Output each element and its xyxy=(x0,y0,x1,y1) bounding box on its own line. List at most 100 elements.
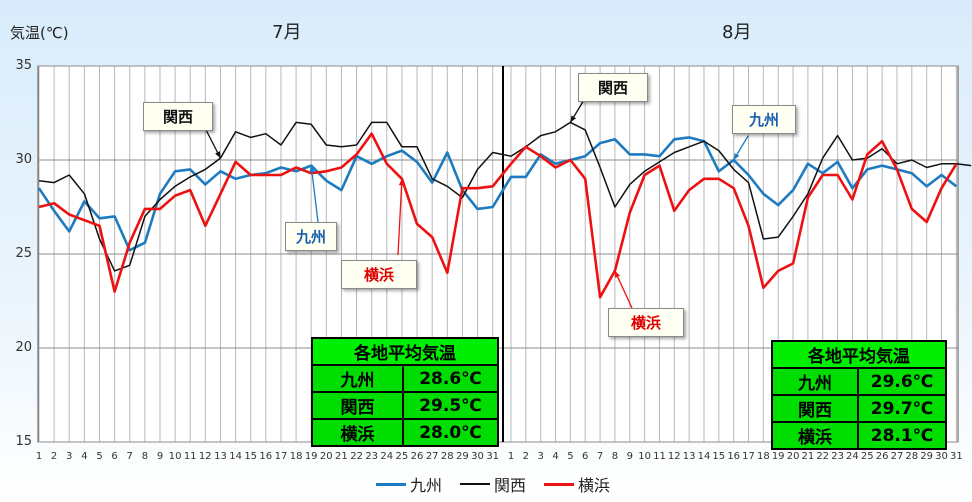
x-tick-label: 9 xyxy=(626,451,633,462)
x-tick-label: 3 xyxy=(537,451,544,462)
average-value: 29.6℃ xyxy=(857,367,947,396)
x-tick-label: 4 xyxy=(552,451,559,462)
callout-pointer xyxy=(614,270,633,309)
x-tick-label: 20 xyxy=(786,451,800,462)
average-table-title: 各地平均気温 xyxy=(311,337,499,366)
callout-yokohama-july: 横浜 xyxy=(341,260,417,289)
x-tick-label: 25 xyxy=(860,451,874,462)
callout-yokohama-august: 横浜 xyxy=(608,308,684,337)
x-tick-label: 18 xyxy=(757,451,770,462)
x-tick-label: 30 xyxy=(935,451,948,462)
callout-kyushu-august: 九州 xyxy=(732,105,796,134)
x-tick-label: 23 xyxy=(831,451,844,462)
average-value: 28.0℃ xyxy=(401,418,500,447)
average-table-title: 各地平均気温 xyxy=(771,340,947,369)
average-value: 28.6℃ xyxy=(401,364,500,393)
x-tick-label: 23 xyxy=(365,451,379,462)
x-tick-label: 2 xyxy=(50,451,58,462)
x-tick-label: 12 xyxy=(667,451,681,462)
x-tick-label: 5 xyxy=(567,451,574,462)
callout-pointer xyxy=(397,178,403,256)
x-tick-label: 4 xyxy=(81,451,88,462)
x-tick-label: 24 xyxy=(846,451,859,462)
legend-swatch-kansai xyxy=(460,483,491,485)
x-tick-label: 12 xyxy=(198,451,212,462)
x-tick-label: 20 xyxy=(319,451,333,462)
average-value: 29.5℃ xyxy=(401,391,500,420)
x-tick-label: 8 xyxy=(141,451,149,462)
x-tick-label: 8 xyxy=(611,451,619,462)
x-tick-label: 6 xyxy=(582,451,589,462)
x-tick-label: 17 xyxy=(274,451,288,462)
x-tick-label: 13 xyxy=(214,451,227,462)
series-line-kansai xyxy=(38,121,972,272)
average-value: 29.7℃ xyxy=(857,394,947,423)
x-tick-label: 16 xyxy=(259,451,273,462)
y-tick-30: 30 xyxy=(15,152,32,167)
x-tick-label: 26 xyxy=(875,451,889,462)
x-tick-label: 27 xyxy=(425,451,439,462)
x-tick-label: 30 xyxy=(471,451,484,462)
x-tick-label: 16 xyxy=(727,451,741,462)
x-tick-label: 6 xyxy=(111,451,118,462)
x-tick-label: 21 xyxy=(335,451,348,462)
x-tick-label: 17 xyxy=(742,451,755,462)
legend-label-yokohama: 横浜 xyxy=(578,476,611,495)
x-tick-label: 19 xyxy=(771,451,785,462)
x-tick-label: 1 xyxy=(507,451,515,462)
callout-kyushu-july: 九州 xyxy=(285,222,337,251)
series-line-yokohama xyxy=(38,132,958,299)
chart-legend: 九州 関西 横浜 xyxy=(376,472,610,496)
region-label: 関西 xyxy=(311,391,404,420)
x-tick-label: 1 xyxy=(35,451,43,462)
x-tick-label: 13 xyxy=(682,451,696,462)
average-table-august: 各地平均気温 九州 29.6℃ 関西 29.7℃ 横浜 28.1℃ xyxy=(771,340,947,450)
x-tick-label: 22 xyxy=(350,451,363,462)
x-tick-label: 7 xyxy=(596,451,604,462)
legend-item-yokohama: 横浜 xyxy=(544,472,610,496)
x-tick-label: 11 xyxy=(183,451,197,462)
callout-arrowhead xyxy=(733,153,740,160)
callout-arrowhead xyxy=(570,115,577,123)
average-value: 28.1℃ xyxy=(857,421,947,450)
y-axis-label: 気温(℃) xyxy=(10,24,69,42)
x-tick-label: 15 xyxy=(244,451,258,462)
legend-item-kansai: 関西 xyxy=(460,472,526,496)
x-tick-label: 28 xyxy=(905,451,919,462)
x-tick-label: 25 xyxy=(395,451,409,462)
x-tick-label: 7 xyxy=(126,451,133,462)
callout-kansai-august: 関西 xyxy=(578,73,648,102)
series-line-kyushu xyxy=(37,136,958,252)
callout-arrowhead xyxy=(398,178,405,186)
x-tick-label: 9 xyxy=(156,451,164,462)
y-tick-35: 35 xyxy=(15,58,32,73)
month-label-august: 8月 xyxy=(722,22,752,43)
y-tick-20: 20 xyxy=(15,340,32,355)
region-label: 横浜 xyxy=(771,421,859,450)
y-tick-25: 25 xyxy=(15,246,32,261)
x-tick-label: 18 xyxy=(289,451,303,462)
x-tick-label: 3 xyxy=(66,451,73,462)
x-tick-label: 28 xyxy=(440,451,454,462)
callout-arrowhead xyxy=(309,165,315,173)
x-tick-label: 10 xyxy=(638,451,651,462)
x-tick-label: 22 xyxy=(816,451,830,462)
legend-item-kyushu: 九州 xyxy=(376,472,442,496)
x-tick-label: 21 xyxy=(801,451,815,462)
callout-arrowhead xyxy=(215,151,221,159)
x-tick-label: 27 xyxy=(890,451,904,462)
x-tick-label: 24 xyxy=(380,451,394,462)
legend-swatch-yokohama xyxy=(544,482,575,486)
x-tick-label: 26 xyxy=(410,451,424,462)
x-tick-label: 11 xyxy=(653,451,666,462)
region-label: 九州 xyxy=(771,367,859,396)
callout-kansai-july: 関西 xyxy=(143,102,213,131)
callout-pointer xyxy=(310,165,319,223)
x-tick-label: 14 xyxy=(697,451,711,462)
x-tick-label: 10 xyxy=(168,451,182,462)
legend-label-kyushu: 九州 xyxy=(410,476,443,495)
callout-arrowhead xyxy=(614,270,621,278)
region-label: 九州 xyxy=(311,364,404,393)
x-tick-label: 2 xyxy=(522,451,529,462)
legend-label-kansai: 関西 xyxy=(494,476,527,495)
